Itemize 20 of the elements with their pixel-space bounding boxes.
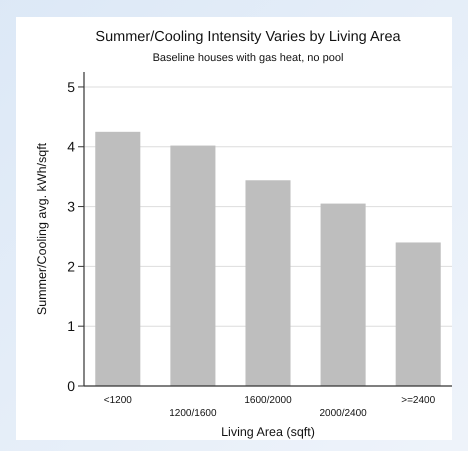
chart-subtitle: Baseline houses with gas heat, no pool <box>152 52 344 64</box>
y-tick-label: 1 <box>67 318 76 334</box>
y-tick-label: 2 <box>67 258 76 274</box>
y-axis-title: Summer/Cooling avg. kWh/sqft <box>35 142 49 316</box>
x-tick-label: 1600/2000 <box>244 395 292 406</box>
bar <box>396 242 441 386</box>
y-tick-label: 0 <box>67 378 76 394</box>
x-tick-label: <1200 <box>104 395 132 406</box>
y-tick-label: 4 <box>67 138 76 155</box>
x-tick-label: 2000/2400 <box>319 408 368 419</box>
y-tick-label: 5 <box>67 78 76 95</box>
x-axis-title: Living Area (sqft) <box>221 425 315 439</box>
bar <box>170 146 216 386</box>
x-tick-label: >=2400 <box>401 395 436 406</box>
x-tick-label: 1200/1600 <box>169 408 217 419</box>
bar <box>95 132 140 386</box>
bar <box>245 180 291 386</box>
y-tick-label: 3 <box>67 198 76 214</box>
bar <box>320 204 366 386</box>
chart-title: Summer/Cooling Intensity Varies by Living Area <box>95 29 402 45</box>
